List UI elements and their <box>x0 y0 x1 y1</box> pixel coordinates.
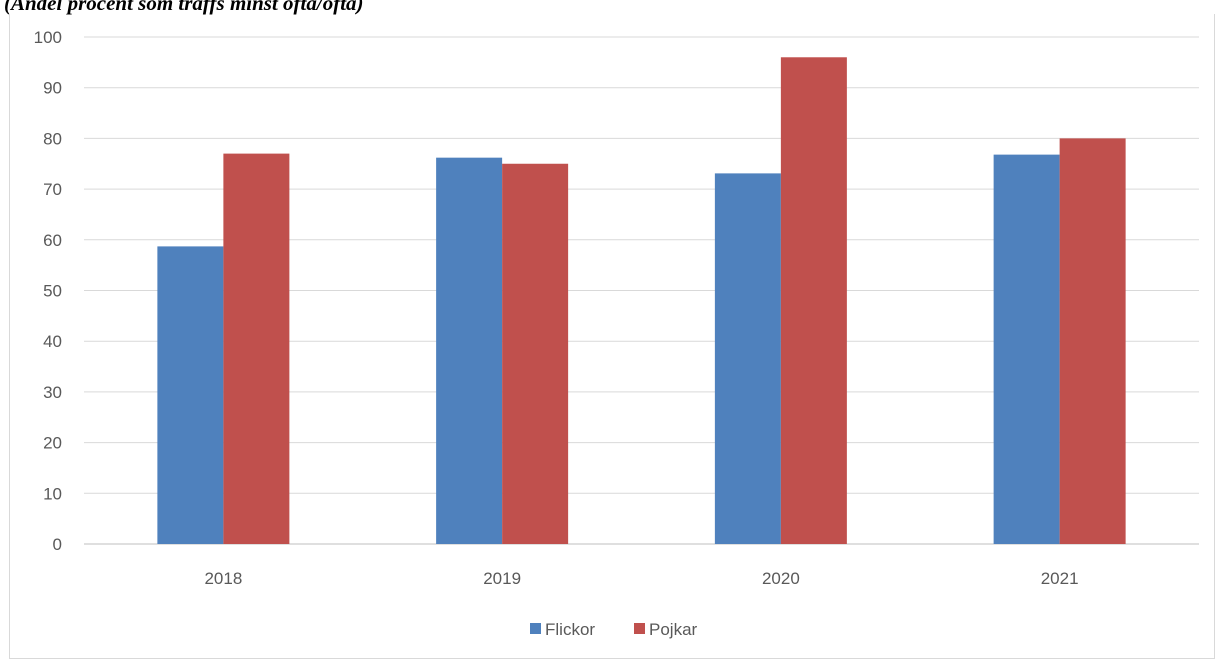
legend-swatch-flickor <box>530 623 541 634</box>
y-tick-label: 80 <box>43 129 62 148</box>
x-axis-ticks: 2018 2019 2020 2021 <box>204 569 1078 588</box>
bar-pojkar-2020 <box>780 57 847 544</box>
bar-pojkar-2019 <box>502 163 569 544</box>
y-tick-label: 0 <box>53 535 62 554</box>
y-tick-label: 70 <box>43 180 62 199</box>
y-tick-label: 20 <box>43 434 62 453</box>
bar-flickor-2019 <box>436 157 503 544</box>
legend: Flickor Pojkar <box>530 620 698 639</box>
y-tick-label: 10 <box>43 484 62 503</box>
x-tick-label: 2018 <box>204 569 242 588</box>
bars <box>157 57 1126 545</box>
x-tick-label: 2021 <box>1041 569 1079 588</box>
x-tick-label: 2019 <box>483 569 521 588</box>
bar-flickor-2020 <box>714 173 781 544</box>
y-axis-ticks: 0 10 20 30 40 50 60 70 80 90 100 <box>34 28 62 554</box>
y-tick-label: 30 <box>43 383 62 402</box>
legend-label-flickor: Flickor <box>545 620 595 639</box>
y-tick-label: 90 <box>43 79 62 98</box>
bar-flickor-2018 <box>157 246 224 545</box>
legend-swatch-pojkar <box>634 623 645 634</box>
y-tick-label: 40 <box>43 332 62 351</box>
bar-flickor-2021 <box>993 154 1060 544</box>
y-tick-label: 60 <box>43 231 62 250</box>
y-tick-label: 50 <box>43 282 62 301</box>
y-tick-label: 100 <box>34 28 62 47</box>
chart-caption: (Andel procent som träffs minst ofta/oft… <box>4 0 364 15</box>
legend-label-pojkar: Pojkar <box>649 620 698 639</box>
bar-pojkar-2021 <box>1059 138 1126 544</box>
chart-frame <box>9 14 1215 659</box>
x-tick-label: 2020 <box>762 569 800 588</box>
bar-pojkar-2018 <box>223 153 290 545</box>
